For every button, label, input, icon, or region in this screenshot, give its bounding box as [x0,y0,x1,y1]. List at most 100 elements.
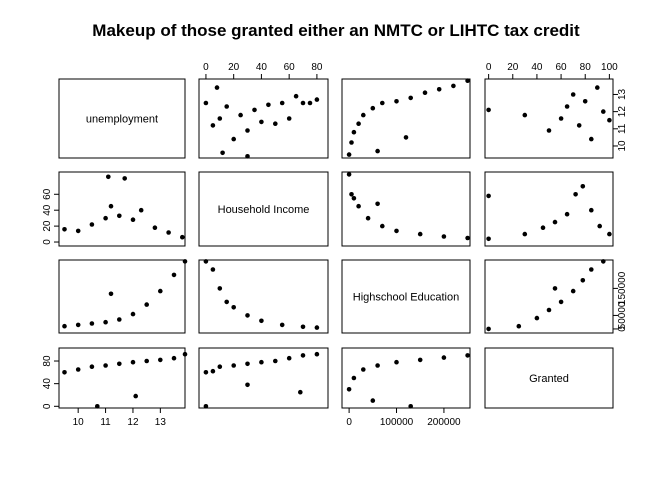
tick-label: 20 [42,220,53,232]
tick-label: 12 [617,106,628,118]
data-point [182,351,188,357]
data-point [570,288,576,294]
data-point [403,135,409,140]
data-point [273,121,278,126]
data-point [231,305,236,310]
data-point [279,322,285,328]
data-point [245,154,250,159]
data-point [540,225,546,230]
tick-label: 40 [42,378,53,390]
data-point [231,136,236,142]
data-point [171,355,177,361]
data-point [346,152,352,157]
panel-3-2 [341,347,471,409]
data-point [589,207,594,213]
data-point [279,100,285,106]
panel-0-3 [484,78,614,159]
data-point [601,259,606,264]
data-point [516,323,522,329]
tick-label: 60 [556,62,568,73]
tick-label: 80 [42,355,53,367]
data-point [349,192,354,197]
data-point [103,363,108,368]
data-point [203,100,209,106]
diagonal-panel-unemployment [58,78,186,159]
data-point [546,307,552,313]
data-point [422,90,428,95]
tick-label: 13 [617,88,628,100]
data-point [351,196,357,201]
data-point [451,83,456,89]
data-point [522,231,528,237]
data-point [595,85,600,90]
data-point [370,105,376,111]
data-point [103,215,108,221]
panel-2-0 [58,259,186,334]
panel-0-2 [341,78,471,159]
data-point [394,359,399,365]
data-point [589,267,594,272]
data-point [103,319,108,325]
data-point [361,112,366,118]
data-point [171,272,177,278]
data-point [486,236,491,242]
variable-label-unemployment: unemployment [86,114,158,126]
data-point [138,207,144,213]
tick-label: 13 [155,417,167,428]
data-point [210,267,216,272]
tick-label: 100 [601,62,618,73]
tick-label: 60 [42,188,53,200]
tick-label: 100000 [380,417,414,428]
data-point [582,99,588,104]
data-point [217,286,223,291]
data-point [245,361,250,367]
data-point [465,353,470,358]
tick-label: 50000 [617,301,628,329]
data-point [130,217,136,222]
data-point [408,95,414,101]
data-point [62,323,67,329]
variable-label-household-income: Household Income [218,204,310,216]
tick-label: 80 [311,62,323,73]
tick-label: 60 [284,62,296,73]
panel-1-3 [484,171,614,247]
data-point [144,302,149,307]
data-point [607,231,612,237]
data-point [465,78,470,83]
tick-label: 0 [203,62,209,73]
tick-label: 150000 [617,271,628,305]
data-point [75,228,81,234]
data-point [286,116,292,121]
data-point [417,231,423,237]
data-point [564,104,570,109]
data-point [180,234,185,240]
diagonal-panel-granted [484,347,614,409]
data-point [375,201,380,207]
data-point [314,351,320,357]
tick-label: 0 [42,239,53,245]
data-point [346,172,352,177]
data-point [89,222,95,227]
data-point [589,136,594,142]
data-point [203,404,209,409]
data-point [89,364,95,370]
data-point [259,119,264,125]
data-point [298,389,303,395]
data-point [307,100,313,106]
data-point [210,123,216,128]
data-point [486,193,491,199]
data-point [346,387,352,392]
tick-label: 12 [127,417,139,428]
data-point [231,363,236,368]
panel-2-1 [198,259,329,334]
data-point [293,93,299,99]
data-point [75,322,81,328]
data-point [273,358,278,364]
data-point [214,85,220,90]
data-point [486,326,491,332]
data-point [558,116,564,121]
data-point [245,128,250,133]
data-point [238,112,243,118]
data-point [259,359,264,365]
